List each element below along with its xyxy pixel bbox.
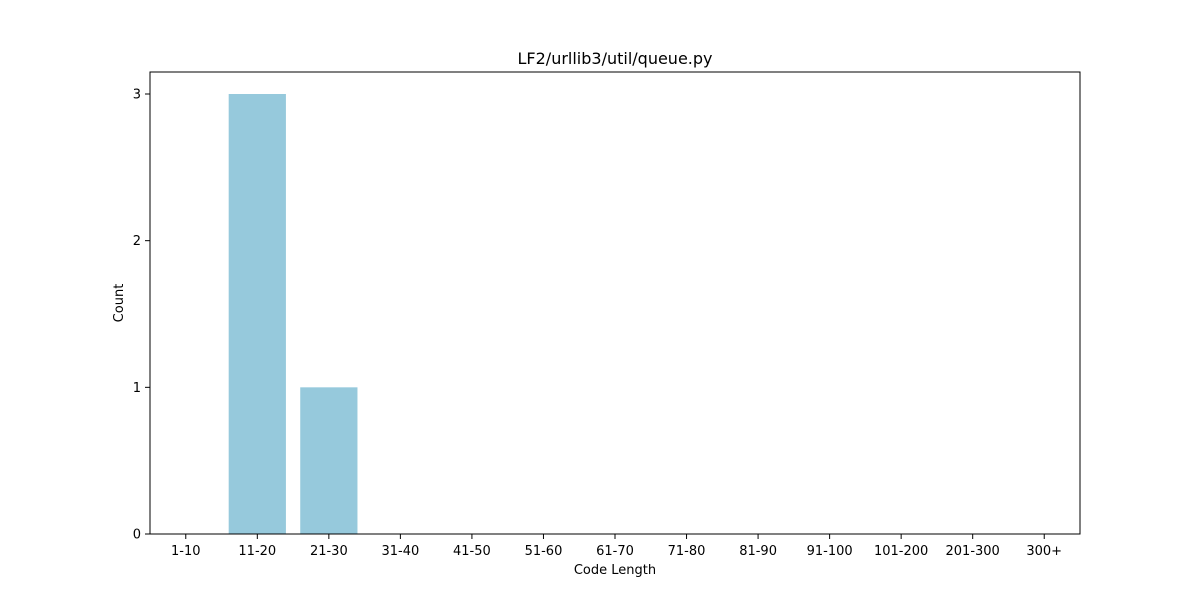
x-tick-label: 91-100 — [807, 544, 853, 559]
bar-21-30 — [300, 387, 358, 534]
x-tick-label: 11-20 — [238, 544, 276, 559]
x-tick-label: 61-70 — [596, 544, 634, 559]
y-tick-label: 0 — [133, 528, 141, 543]
x-tick-label: 201-300 — [946, 544, 1000, 559]
x-tick-label: 71-80 — [668, 544, 706, 559]
y-tick-label: 1 — [133, 381, 141, 396]
x-tick-label: 81-90 — [739, 544, 777, 559]
x-tick-label: 31-40 — [381, 544, 419, 559]
x-axis: 1-10 11-20 21-30 31-40 41-50 51-60 61-70 71-80 8… — [171, 534, 1062, 559]
bars-layer — [228, 94, 358, 534]
x-tick-label: 300+ — [1026, 544, 1062, 559]
plot-frame — [149, 71, 1081, 535]
x-tick-label: 1-10 — [171, 544, 201, 559]
x-tick-label: 101-200 — [874, 544, 928, 559]
bar-11-20 — [228, 94, 286, 534]
y-tick-label: 2 — [133, 234, 141, 249]
x-tick-label: 41-50 — [453, 544, 491, 559]
x-tick-label: 51-60 — [525, 544, 563, 559]
y-axis: 0 1 2 3 — [133, 88, 150, 543]
y-axis-label: Count — [112, 284, 127, 323]
chart-title: LF2/urllib3/util/queue.py — [518, 49, 713, 68]
x-axis-label: Code Length — [574, 563, 656, 578]
y-tick-label: 3 — [133, 88, 141, 103]
x-tick-label: 21-30 — [310, 544, 348, 559]
